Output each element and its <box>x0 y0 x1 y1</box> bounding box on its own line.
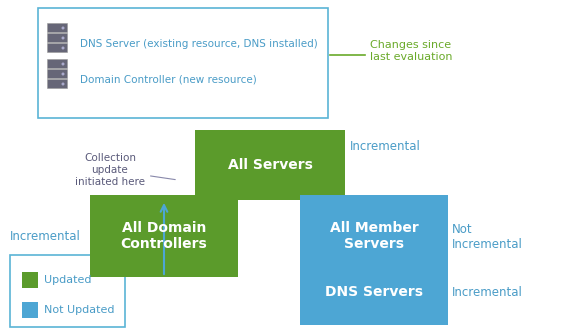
FancyBboxPatch shape <box>22 302 38 318</box>
Text: All Servers: All Servers <box>227 158 313 172</box>
Circle shape <box>61 27 64 30</box>
FancyBboxPatch shape <box>300 260 448 325</box>
Circle shape <box>61 37 64 40</box>
FancyBboxPatch shape <box>38 8 328 118</box>
Text: DNS Server (existing resource, DNS installed): DNS Server (existing resource, DNS insta… <box>80 39 318 49</box>
FancyBboxPatch shape <box>47 43 67 52</box>
Text: Not Updated: Not Updated <box>44 305 114 315</box>
Circle shape <box>61 62 64 66</box>
Text: Changes since
last evaluation: Changes since last evaluation <box>370 40 452 61</box>
Text: DNS Servers: DNS Servers <box>325 286 423 299</box>
FancyBboxPatch shape <box>47 23 67 32</box>
Text: Incremental: Incremental <box>452 287 523 299</box>
FancyBboxPatch shape <box>47 69 67 78</box>
Text: Incremental: Incremental <box>10 230 81 244</box>
Text: All Domain
Controllers: All Domain Controllers <box>121 221 208 251</box>
FancyBboxPatch shape <box>22 272 38 288</box>
FancyBboxPatch shape <box>47 79 67 88</box>
FancyBboxPatch shape <box>90 195 238 277</box>
Text: Incremental: Incremental <box>350 140 421 154</box>
Circle shape <box>61 46 64 49</box>
Text: All Member
Servers: All Member Servers <box>329 221 418 251</box>
Text: Updated: Updated <box>44 275 92 285</box>
FancyBboxPatch shape <box>300 195 448 277</box>
Text: Domain Controller (new resource): Domain Controller (new resource) <box>80 75 257 85</box>
FancyBboxPatch shape <box>10 255 125 327</box>
FancyBboxPatch shape <box>195 130 345 200</box>
Circle shape <box>61 83 64 85</box>
Circle shape <box>61 73 64 76</box>
Text: Collection
update
initiated here: Collection update initiated here <box>75 154 175 186</box>
Text: Not
Incremental: Not Incremental <box>452 223 523 251</box>
FancyBboxPatch shape <box>47 59 67 68</box>
FancyBboxPatch shape <box>47 33 67 42</box>
